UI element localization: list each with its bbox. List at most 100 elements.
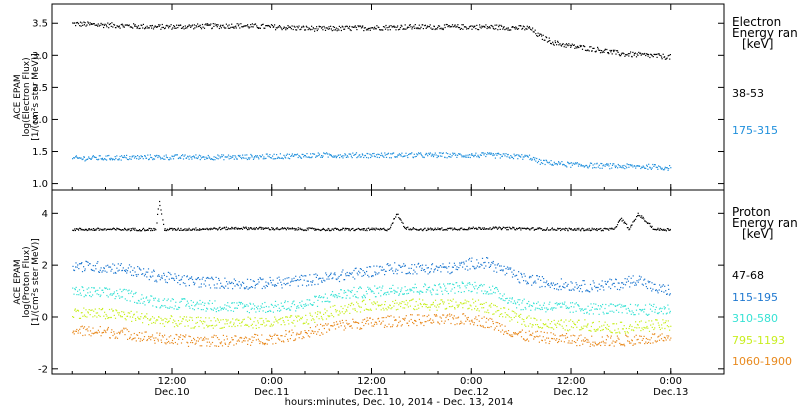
data-point (605, 303, 607, 306)
data-point (601, 325, 603, 327)
data-point (530, 333, 532, 336)
data-point (511, 228, 513, 230)
data-point (207, 276, 209, 279)
data-point (202, 26, 204, 28)
data-point (347, 156, 349, 158)
data-point (82, 158, 84, 160)
data-point (187, 325, 189, 327)
data-point (477, 262, 480, 264)
data-point (562, 163, 564, 165)
data-point (322, 319, 324, 321)
data-point (665, 313, 667, 315)
data-point (363, 30, 365, 32)
data-point (260, 323, 262, 326)
data-point (150, 230, 152, 232)
data-point (521, 227, 523, 229)
data-point (164, 229, 166, 231)
data-point (422, 24, 424, 26)
data-point (403, 28, 405, 30)
data-point (346, 294, 348, 297)
data-point (106, 228, 108, 230)
data-point (610, 303, 613, 305)
data-point (316, 305, 319, 307)
data-point (552, 229, 554, 231)
data-point (479, 266, 481, 268)
data-point (360, 306, 362, 308)
data-point (203, 283, 205, 285)
data-point (641, 53, 643, 55)
data-point (416, 28, 418, 30)
data-point (401, 221, 403, 223)
data-point (250, 303, 252, 305)
data-point (304, 154, 306, 157)
data-point (232, 26, 234, 28)
data-point (286, 153, 288, 155)
data-point (245, 157, 247, 159)
data-point (319, 311, 321, 313)
data-point (214, 227, 216, 229)
data-point (302, 307, 304, 309)
data-point (143, 275, 146, 277)
data-point (217, 158, 219, 160)
data-point (396, 325, 398, 328)
data-point (441, 290, 443, 292)
data-point (627, 227, 629, 229)
data-point (514, 332, 516, 334)
data-point (272, 343, 274, 345)
data-point (170, 300, 172, 302)
data-point (97, 227, 100, 229)
data-point (511, 156, 513, 158)
data-point (149, 275, 151, 277)
data-point (373, 227, 375, 229)
data-point (373, 292, 375, 294)
data-point (345, 25, 347, 27)
data-point (182, 282, 184, 284)
data-point (279, 279, 281, 281)
data-point (90, 158, 92, 160)
data-point (235, 307, 237, 309)
data-point (643, 311, 645, 313)
data-point (87, 330, 89, 332)
data-point (109, 159, 111, 161)
data-point (510, 301, 512, 303)
data-point (559, 43, 561, 45)
data-point (245, 323, 247, 326)
data-point (120, 159, 122, 161)
data-point (147, 318, 149, 320)
data-point (548, 161, 550, 163)
data-point (550, 43, 552, 45)
data-point (589, 230, 592, 232)
data-point (556, 326, 558, 328)
data-point (526, 316, 528, 318)
data-point (114, 159, 116, 161)
data-point (633, 220, 635, 222)
data-point (172, 27, 174, 29)
data-point (72, 316, 74, 318)
data-point (638, 327, 640, 329)
data-point (237, 227, 239, 229)
data-point (199, 320, 201, 322)
data-point (396, 213, 398, 215)
data-point (530, 305, 533, 307)
data-point (324, 308, 326, 310)
data-point (153, 229, 155, 231)
data-point (649, 222, 651, 225)
data-point (351, 228, 353, 230)
data-point (451, 155, 453, 157)
data-point (637, 281, 639, 283)
data-point (263, 156, 265, 158)
data-point (103, 267, 105, 270)
data-point (633, 314, 635, 316)
data-point (338, 25, 340, 27)
data-point (202, 228, 204, 230)
data-point (528, 330, 530, 332)
data-point (127, 267, 129, 269)
data-point (476, 156, 478, 158)
data-point (378, 153, 380, 156)
data-point (211, 276, 213, 278)
data-point (529, 158, 531, 161)
data-point (180, 278, 183, 280)
data-point (553, 328, 555, 330)
data-point (204, 302, 206, 304)
data-point (321, 228, 324, 230)
